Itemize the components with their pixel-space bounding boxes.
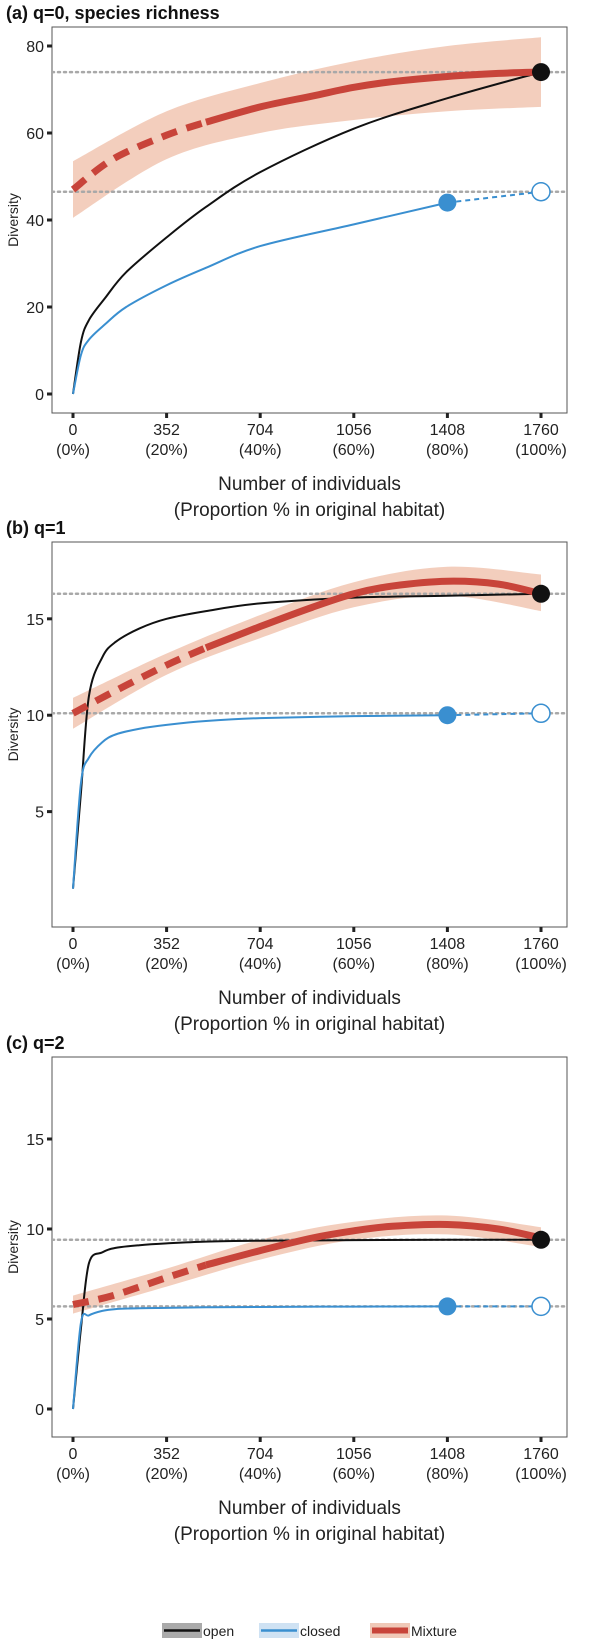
point-closed-hollow-3 (531, 1296, 551, 1317)
x-tick-label: 1760 (523, 422, 559, 439)
series-open-line (72, 592, 542, 889)
point-closed-hollow-3 (531, 181, 551, 202)
x-tick-sublabel: (40%) (239, 442, 282, 459)
x-tick-label: 352 (153, 1446, 180, 1463)
y-tick-label: 10 (26, 708, 44, 725)
x-tick-sublabel: (40%) (239, 1466, 282, 1483)
mixture-confidence-band (73, 1215, 541, 1314)
x-tick-sublabel: (40%) (239, 956, 282, 973)
x-tick-sublabel: (100%) (515, 1466, 567, 1483)
y-tick-label: 15 (26, 612, 44, 629)
legend-item-mixture: Mixture (370, 1623, 457, 1639)
series-closed-line (72, 1305, 448, 1410)
legend: open closed Mixture (162, 1623, 457, 1639)
x-tick-label: 352 (153, 422, 180, 439)
x-tick-sublabel: (20%) (145, 956, 188, 973)
x-axis-label: Number of individuals (218, 474, 401, 495)
y-tick-label: 15 (26, 1132, 44, 1149)
series-closed-line (72, 714, 448, 889)
x-tick-label: 1056 (336, 936, 372, 953)
x-tick-sublabel: (60%) (332, 956, 375, 973)
x-tick-label: 704 (247, 1446, 274, 1463)
y-tick-label: 20 (26, 300, 44, 317)
panel-title: (b) q=1 (6, 518, 66, 538)
x-tick-sublabel: (20%) (145, 442, 188, 459)
legend-item-open: open (162, 1623, 234, 1639)
x-axis-sublabel: (Proportion % in original habitat) (174, 1014, 445, 1035)
x-tick-label: 1056 (336, 1446, 372, 1463)
point-closed-filled-2 (438, 706, 457, 725)
x-axis-label: Number of individuals (218, 1498, 401, 1519)
point-open-filled-1 (532, 584, 550, 603)
legend-item-closed: closed (259, 1623, 340, 1639)
y-axis-label: Diversity (5, 1220, 21, 1274)
x-tick-label: 1408 (430, 936, 466, 953)
series-open-line (72, 71, 542, 395)
x-tick-sublabel: (80%) (426, 1466, 469, 1483)
x-tick-sublabel: (0%) (56, 1466, 90, 1483)
plot-frame (51, 1056, 568, 1438)
x-axis-sublabel: (Proportion % in original habitat) (174, 500, 445, 521)
point-closed-filled-2 (438, 1297, 457, 1316)
x-tick-label: 1408 (430, 422, 466, 439)
series-closed-extrapolated-line (447, 190, 542, 204)
series-mixture-line (204, 577, 542, 652)
y-tick-label: 5 (35, 805, 44, 822)
x-tick-sublabel: (100%) (515, 442, 567, 459)
series-mixture-line (205, 1220, 542, 1269)
x-tick-label: 0 (69, 422, 78, 439)
x-tick-label: 0 (69, 936, 78, 953)
x-tick-sublabel: (80%) (426, 956, 469, 973)
x-tick-sublabel: (60%) (332, 1466, 375, 1483)
panel-2: (b) q=1 5 10 15 0 (0%) 352 (20%) 704 (40%) 1056 (60… (5, 518, 568, 1035)
series-closed-line (72, 201, 448, 395)
x-tick-label: 0 (69, 1446, 78, 1463)
point-open-filled-1 (532, 1230, 550, 1249)
y-axis-label: Diversity (5, 708, 21, 762)
legend-label: open (203, 1623, 234, 1639)
legend-label: Mixture (411, 1623, 457, 1639)
y-tick-label: 5 (35, 1312, 44, 1329)
x-axis-sublabel: (Proportion % in original habitat) (174, 1524, 445, 1545)
mixture-confidence-band (73, 566, 541, 729)
x-tick-sublabel: (100%) (515, 956, 567, 973)
x-tick-label: 352 (153, 936, 180, 953)
point-closed-filled-2 (438, 193, 457, 212)
x-tick-label: 704 (247, 422, 274, 439)
y-tick-label: 0 (35, 387, 44, 404)
panel-3: (c) q=2 0 5 10 15 0 (0%) 352 (20%) 704 (40%) 1056 (6… (5, 1033, 568, 1545)
series-mixture-interpolated-line (71, 644, 208, 717)
x-tick-sublabel: (80%) (426, 442, 469, 459)
panel-title: (c) q=2 (6, 1033, 65, 1053)
panel-1: (a) q=0, species richness 0 20 40 60 80 0 (0%) 3… (5, 3, 568, 521)
point-closed-hollow-3 (531, 703, 551, 724)
series-closed-extrapolated-line (447, 712, 542, 717)
y-tick-label: 0 (35, 1402, 44, 1419)
legend-label: closed (300, 1623, 340, 1639)
point-open-filled-1 (532, 63, 550, 82)
x-tick-label: 1408 (430, 1446, 466, 1463)
x-tick-label: 1760 (523, 1446, 559, 1463)
x-axis-label: Number of individuals (218, 988, 401, 1009)
y-axis-label: Diversity (5, 193, 21, 247)
plot-frame (51, 541, 568, 928)
x-tick-label: 704 (247, 936, 274, 953)
x-tick-label: 1056 (336, 422, 372, 439)
y-tick-label: 10 (26, 1222, 44, 1239)
y-tick-label: 80 (26, 39, 44, 56)
panel-title: (a) q=0, species richness (6, 3, 220, 23)
y-tick-label: 40 (26, 213, 44, 230)
series-mixture-line (205, 68, 542, 126)
series-mixture-interpolated-line (70, 118, 208, 193)
x-tick-sublabel: (60%) (332, 442, 375, 459)
mixture-confidence-band (73, 37, 541, 218)
x-tick-sublabel: (0%) (56, 442, 90, 459)
x-tick-sublabel: (20%) (145, 1466, 188, 1483)
series-open-line (72, 1238, 542, 1410)
x-tick-label: 1760 (523, 936, 559, 953)
x-tick-sublabel: (0%) (56, 956, 90, 973)
y-tick-label: 60 (26, 126, 44, 143)
